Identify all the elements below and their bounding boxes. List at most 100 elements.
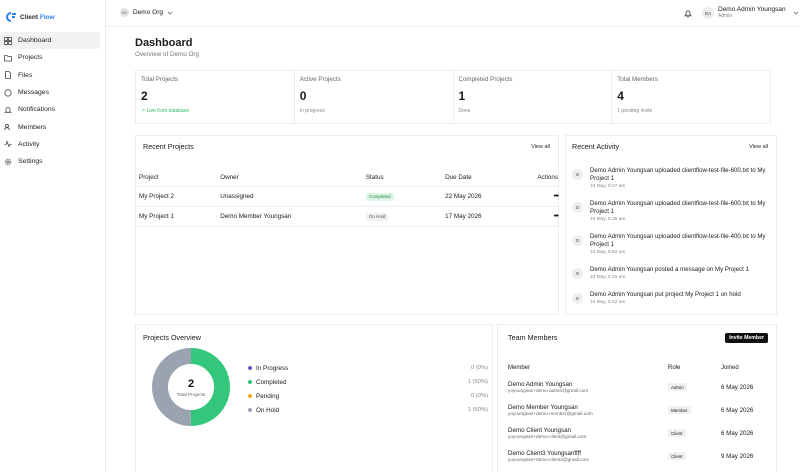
user-menu[interactable]: DA Demo Admin Youngsan Admin [702, 6, 799, 20]
sidebar-item-projects[interactable]: Projects [0, 49, 100, 66]
recent-projects-title: Recent Projects [143, 142, 194, 151]
project-due-date: 22 May 2026 [445, 193, 482, 200]
legend-item: Completed 1 (50%) [248, 375, 488, 389]
user-role: Admin [718, 13, 733, 19]
activity-item: D Demo Admin Youngsan uploaded clientflo… [572, 167, 768, 190]
table-row[interactable]: My Project 2 Unassigned Completed 22 May… [136, 187, 559, 207]
recent-activity-view-all-link[interactable]: View all [749, 144, 768, 150]
legend-dot [248, 366, 252, 370]
avatar: D [572, 268, 583, 279]
project-due-date: 17 May 2026 [445, 213, 482, 220]
activity-time: 10 May, 5:42 am [590, 300, 626, 305]
status-cell: On Hold [365, 212, 445, 221]
brand-name-part2: Flow [39, 13, 55, 21]
stat-label: Total Members [617, 76, 658, 83]
legend-item: Pending 0 (0%) [248, 389, 488, 403]
col-header-status: Status [365, 174, 384, 181]
stat-card-active-projects: Active Projects 0 In progress [295, 71, 454, 123]
status-badge: Completed [365, 192, 394, 201]
activity-text: Demo Admin Youngsan uploaded clientflow-… [590, 233, 766, 248]
table-row[interactable]: Demo Admin Youngsan yoyoungsan+demo-admin… [508, 381, 773, 393]
table-header: Project Owner Status Due Date Actions [136, 169, 558, 187]
sidebar-item-members[interactable]: Members [0, 118, 100, 135]
member-name: Demo Client Youngsan [508, 427, 571, 434]
legend-dot [248, 380, 252, 384]
activity-time: 10 May, 5:52 am [590, 250, 626, 255]
chevron-down-icon [793, 11, 798, 15]
stat-foot: In progress [299, 108, 325, 114]
stats-row: Total Projects 2 ↗ Live from database Ac… [135, 70, 771, 124]
activity-item: D Demo Admin Youngsan posted a message o… [572, 266, 768, 281]
role-badge: Admin [668, 383, 687, 391]
stat-foot: ↗ Live from database [141, 108, 289, 114]
project-name[interactable]: My Project 2 [139, 193, 174, 200]
brand-logo[interactable]: Client Flow [5, 10, 55, 24]
stat-foot: Done [458, 108, 471, 114]
activity-time: 10 May, 5:38 am [590, 217, 626, 222]
sidebar-item-label: Notifications [18, 106, 56, 114]
sidebar-item-settings[interactable]: Settings [0, 153, 100, 170]
member-joined: 6 May 2026 [721, 429, 754, 437]
legend-item: On Hold 1 (50%) [248, 403, 488, 417]
stat-foot: 1 pending invite [617, 108, 653, 114]
project-name[interactable]: My Project 1 [139, 213, 174, 220]
row-actions-button[interactable]: ••• [553, 213, 559, 220]
sidebar-item-label: Settings [18, 158, 43, 166]
stat-value: 1 [458, 89, 466, 103]
org-switcher[interactable]: DO Demo Org [120, 8, 173, 17]
topbar: DO Demo Org DA Demo Admin Youngsan Admin [106, 0, 800, 27]
status-cell: Completed [365, 192, 445, 201]
folder-icon [4, 55, 12, 62]
sidebar-item-dashboard[interactable]: Dashboard [0, 32, 100, 50]
sidebar-item-label: Files [18, 71, 33, 79]
col-header-owner: Owner [220, 174, 239, 181]
sidebar-item-notifications[interactable]: Notifications [0, 101, 100, 118]
table-row[interactable]: My Project 1 Demo Member Youngsan On Hol… [136, 207, 559, 227]
member-email: yoyoungsan+demo-member@gmail.com [508, 411, 593, 416]
sidebar-item-files[interactable]: Files [0, 67, 100, 84]
col-header-project: Project [139, 174, 159, 181]
activity-item: D Demo Admin Youngsan put project My Pro… [572, 291, 768, 306]
team-table-header: Member Role Joined [508, 365, 773, 371]
dashboard-icon [4, 36, 12, 45]
activity-text: Demo Admin Youngsan put project My Proje… [590, 291, 741, 298]
row-actions-button[interactable]: ••• [553, 193, 559, 200]
member-name: Demo Client3 Youngsanffff [508, 450, 581, 457]
activity-time: 10 May, 6:47 am [590, 184, 626, 189]
invite-member-button[interactable]: Invite Member [725, 333, 768, 343]
sidebar-item-activity[interactable]: Activity [0, 136, 100, 153]
recent-projects-view-all-link[interactable]: View all [531, 144, 550, 150]
legend-value: 0 (0%) [470, 365, 488, 371]
notification-bell-icon[interactable] [684, 9, 692, 18]
col-header-due-date: Due Date [445, 174, 472, 181]
activity-time: 10 May, 5:45 am [590, 275, 626, 280]
role-badge: Member [668, 406, 691, 414]
projects-overview-card: Projects Overview 2 Total Projects In Pr… [135, 324, 493, 472]
table-row[interactable]: Demo Client3 Youngsanffff yoyoungsan+demo… [508, 450, 773, 462]
org-name: Demo Org [133, 9, 163, 16]
table-row[interactable]: Demo Member Youngsan yoyoungsan+demo-memb… [508, 404, 773, 416]
table-row[interactable]: Demo Client Youngsan yoyoungsan+demo-clie… [508, 427, 773, 439]
activity-text: Demo Admin Youngsan uploaded clientflow-… [590, 167, 766, 182]
project-owner: Unassigned [220, 193, 254, 200]
trend-up-icon: ↗ [141, 108, 146, 114]
logo-icon [6, 12, 16, 22]
legend-value: 0 (0%) [470, 393, 488, 399]
legend-item: In Progress 0 (0%) [248, 361, 488, 375]
avatar: D [572, 293, 583, 304]
legend-value: 1 (50%) [467, 379, 488, 385]
users-icon [4, 124, 10, 131]
org-avatar: DO [120, 8, 129, 17]
col-header-member: Member [508, 365, 531, 371]
avatar: D [572, 202, 583, 213]
gear-icon [4, 158, 12, 165]
status-badge: On Hold [365, 212, 389, 221]
sidebar-item-label: Dashboard [18, 37, 52, 45]
brand-name: Client Flow [20, 14, 55, 21]
sidebar-item-messages[interactable]: Messages [0, 84, 100, 101]
legend-value: 1 (50%) [467, 407, 488, 413]
col-header-joined: Joined [721, 365, 739, 371]
activity-item: D Demo Admin Youngsan uploaded clientflo… [572, 200, 768, 223]
stat-label: Active Projects [299, 76, 341, 83]
stat-card-total-projects: Total Projects 2 ↗ Live from database [136, 71, 295, 123]
